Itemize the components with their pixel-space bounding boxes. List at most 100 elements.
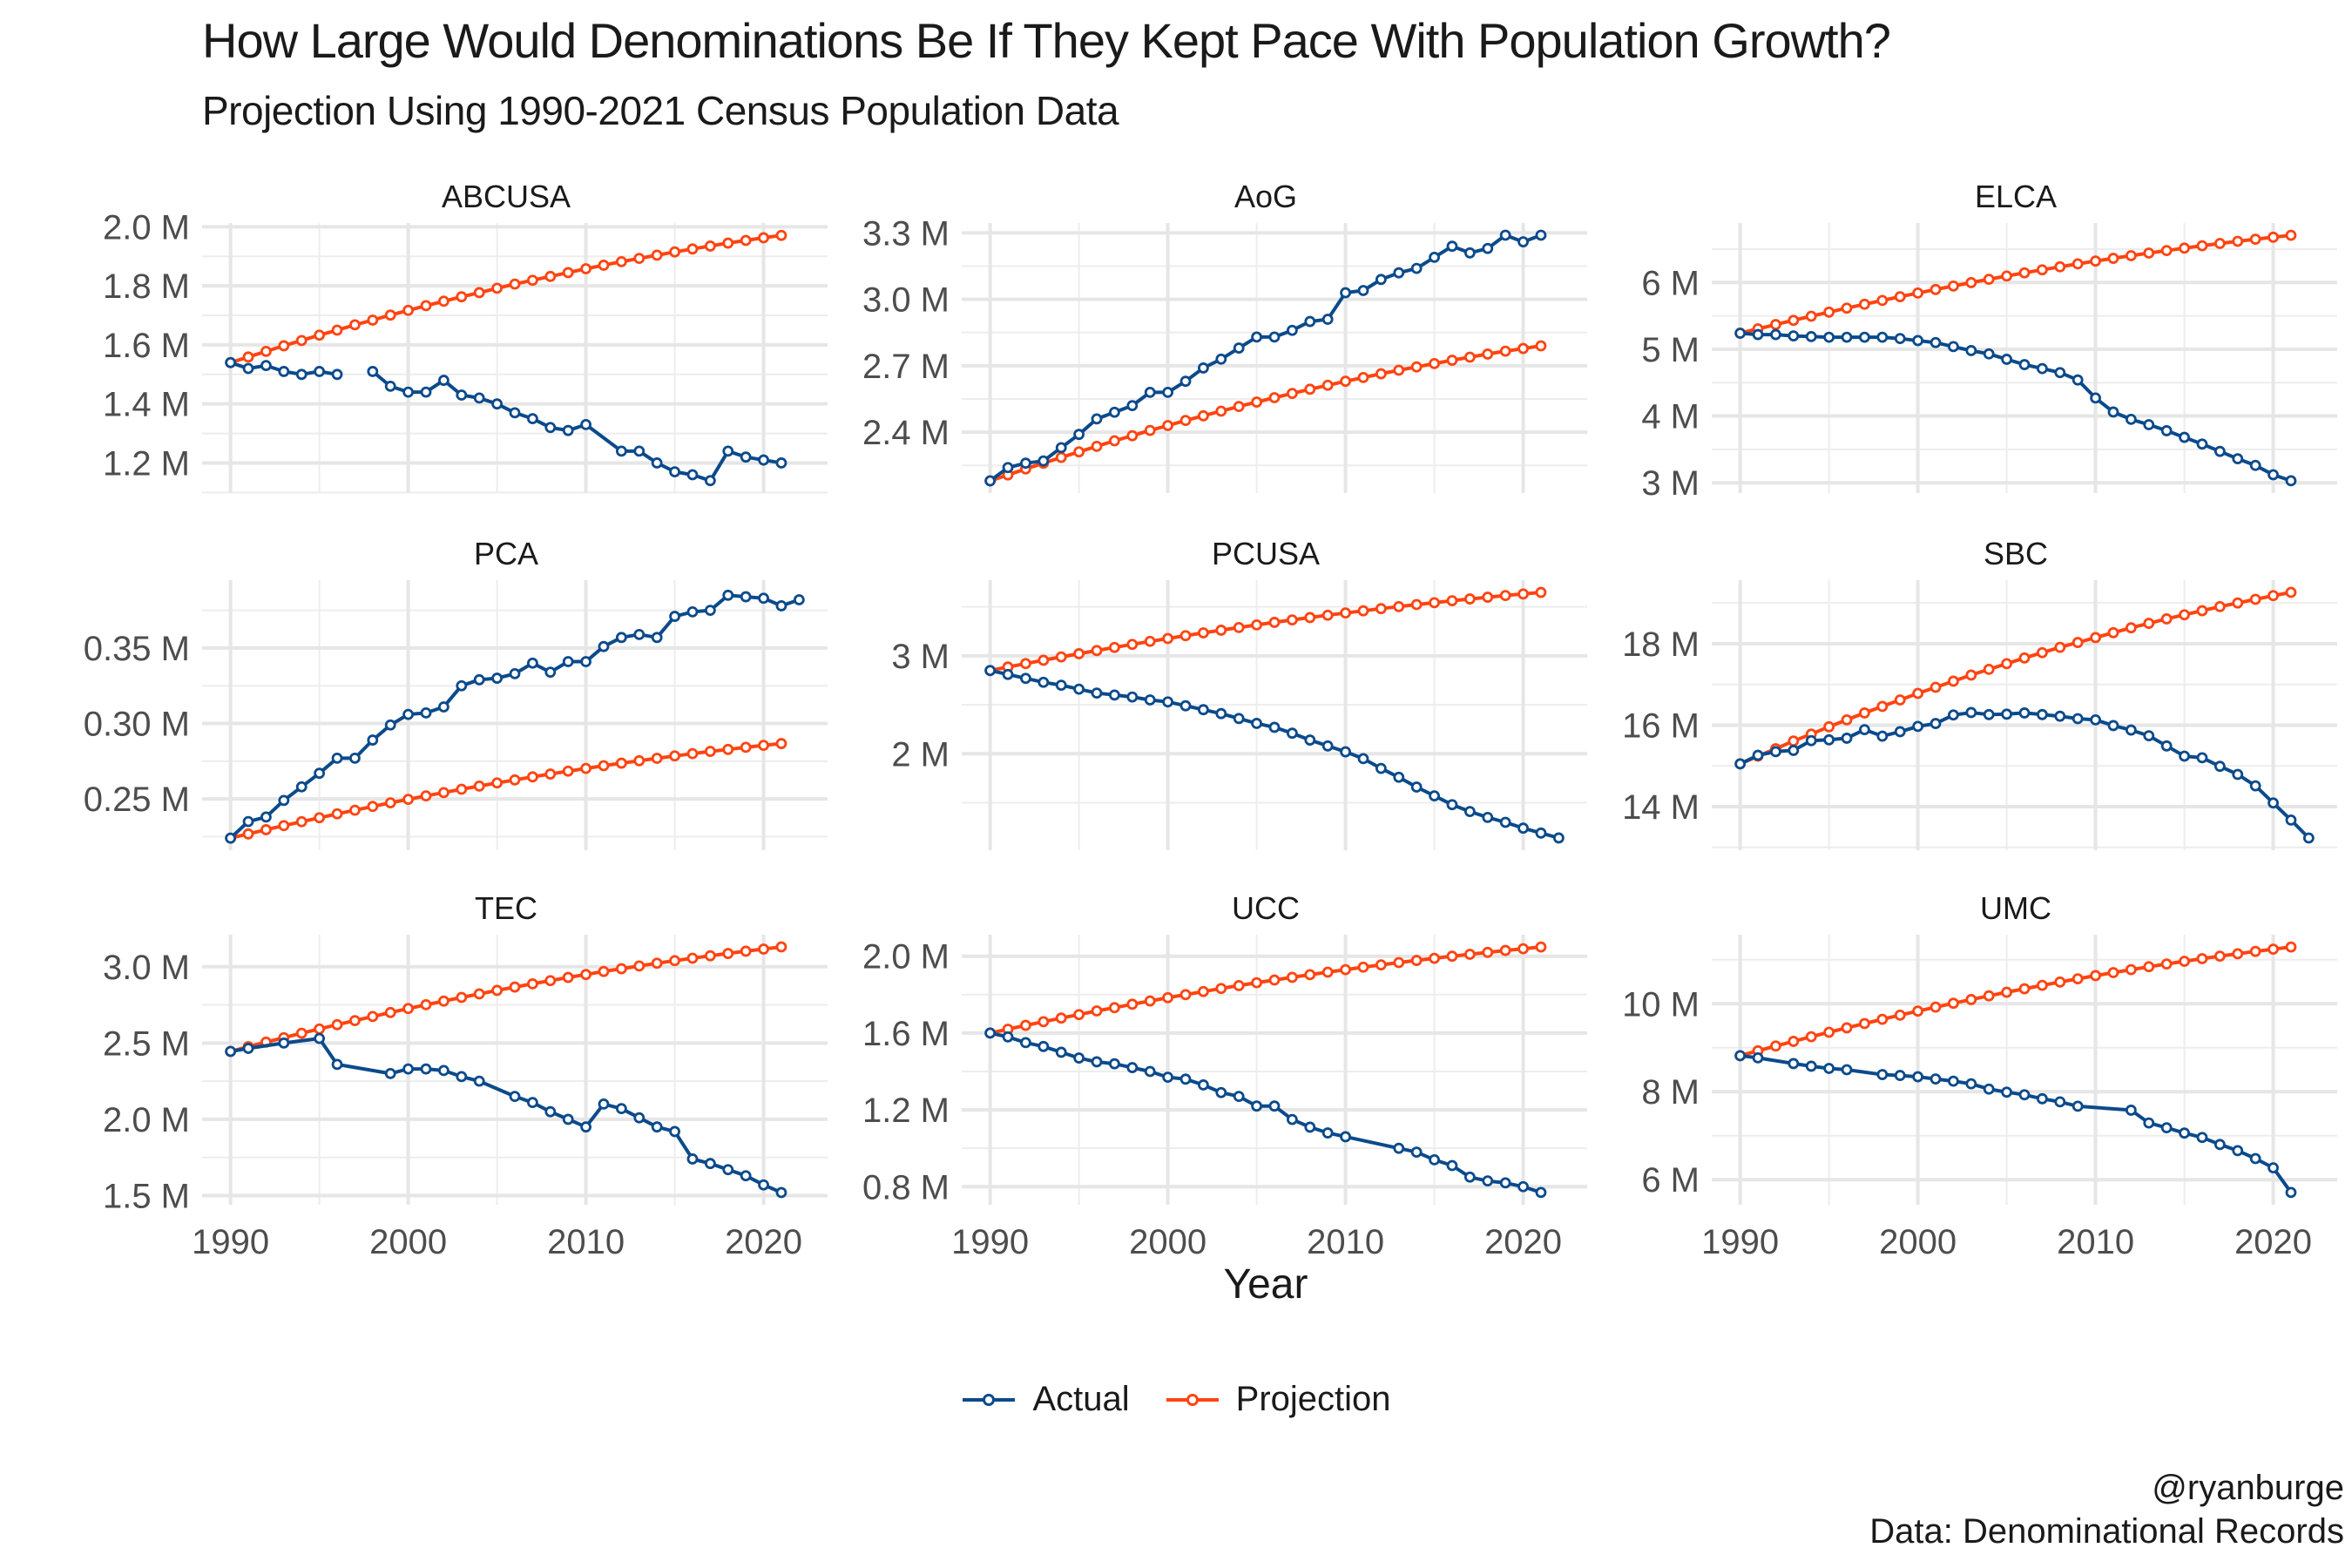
y-tick-label: 0.25 M [84, 781, 190, 819]
projection-point [526, 977, 538, 990]
y-tick-label: 1.8 M [103, 267, 190, 306]
actual-point [1499, 816, 1511, 828]
actual-point [2036, 708, 2048, 720]
actual-point [1876, 331, 1889, 343]
actual-point [669, 611, 680, 622]
projection-point [704, 746, 716, 757]
actual-point [1179, 700, 1192, 712]
projection-point [260, 824, 272, 835]
projection-point [1482, 348, 1494, 360]
actual-point [2179, 1127, 2190, 1139]
panel-tec: TEC 1.5 M 2.0 M 2.5 M 3.0 M 1990 2000 2010 2020 [103, 890, 828, 1261]
actual-point [2072, 374, 2084, 386]
actual-point [1912, 1071, 1924, 1083]
y-tick-label: 6 M [1641, 264, 1700, 302]
actual-point [1020, 457, 1031, 470]
x-tick-label: 2020 [725, 1223, 802, 1261]
actual-point [1304, 315, 1316, 328]
projection-point [2160, 613, 2173, 625]
projection-point [1499, 590, 1511, 602]
projection-point [314, 1023, 326, 1035]
actual-point [1340, 1131, 1351, 1143]
legend-key-projection [1166, 1393, 1219, 1406]
actual-point [686, 605, 699, 618]
projection-point [2001, 658, 2013, 670]
actual-point [456, 679, 468, 692]
actual-point [704, 475, 716, 487]
projection-point [491, 282, 504, 294]
actual-point [1894, 726, 1906, 738]
projection-point [669, 955, 680, 967]
projection-point [2018, 652, 2031, 664]
actual-point [615, 632, 627, 644]
projection-point [1912, 287, 1924, 299]
projection-point [2179, 956, 2190, 967]
actual-point [1321, 740, 1334, 752]
projection-line [990, 945, 1542, 1035]
projection-point [491, 984, 504, 997]
actual-point [1463, 1171, 1476, 1183]
actual-point [2285, 475, 2297, 487]
projection-point [1983, 663, 1995, 675]
legend-label-projection: Projection [1235, 1380, 1391, 1418]
projection-point [1286, 388, 1298, 400]
projection-point [402, 794, 415, 806]
projection-point [420, 300, 432, 312]
actual-point [1876, 730, 1889, 742]
actual-point [544, 422, 557, 434]
projection-point [1930, 1001, 1942, 1013]
projection-point [2107, 626, 2119, 639]
y-tick-label: 5 M [1641, 331, 1700, 369]
actual-point [349, 752, 361, 764]
projection-point [633, 960, 645, 972]
actual-point [1429, 790, 1440, 802]
actual-point [562, 656, 574, 667]
x-tick-label: 2010 [2057, 1223, 2134, 1261]
projection-point [402, 1003, 415, 1015]
projection-point [775, 941, 787, 953]
projection-point [1859, 298, 1870, 310]
projection-point [1805, 310, 1817, 322]
x-tick-label: 1990 [951, 1223, 1029, 1261]
actual-point [669, 1125, 680, 1138]
actual-point [1198, 1079, 1209, 1091]
projection-point [2018, 267, 2031, 279]
projection-point [1268, 974, 1281, 986]
y-tick-label: 1.6 M [862, 1015, 950, 1053]
projection-point [2179, 242, 2190, 254]
projection-point [1429, 597, 1440, 609]
projection-point [1965, 277, 1977, 288]
projection-point [384, 309, 396, 321]
projection-point [704, 240, 716, 252]
projection-point [2179, 609, 2190, 621]
actual-point [984, 665, 997, 677]
projection-point [633, 754, 645, 767]
actual-point [2213, 445, 2226, 457]
projection-point [1499, 944, 1511, 956]
panel-title: PCA [474, 536, 538, 571]
actual-point [1375, 274, 1387, 286]
projection-point [1340, 607, 1351, 619]
x-tick-label: 2000 [1879, 1223, 1957, 1261]
actual-point [402, 708, 415, 720]
actual-point [2249, 459, 2261, 471]
actual-point [402, 386, 415, 398]
projection-point [1162, 632, 1174, 645]
actual-point [633, 445, 645, 457]
actual-point [438, 1064, 449, 1077]
actual-point [1251, 331, 1263, 343]
actual-point [758, 592, 769, 605]
y-tick-label: 10 M [1622, 985, 1700, 1024]
projection-point [758, 943, 769, 955]
projection-point [1393, 600, 1405, 612]
actual-point [1340, 746, 1351, 758]
projection-point [615, 963, 627, 975]
actual-point [2018, 1089, 2031, 1101]
projection-point [526, 771, 538, 783]
projection-point [295, 335, 308, 347]
actual-point [1930, 1073, 1942, 1085]
legend-label-actual: Actual [1032, 1380, 1130, 1418]
projection-point [1948, 280, 1959, 292]
actual-point [1375, 762, 1387, 774]
